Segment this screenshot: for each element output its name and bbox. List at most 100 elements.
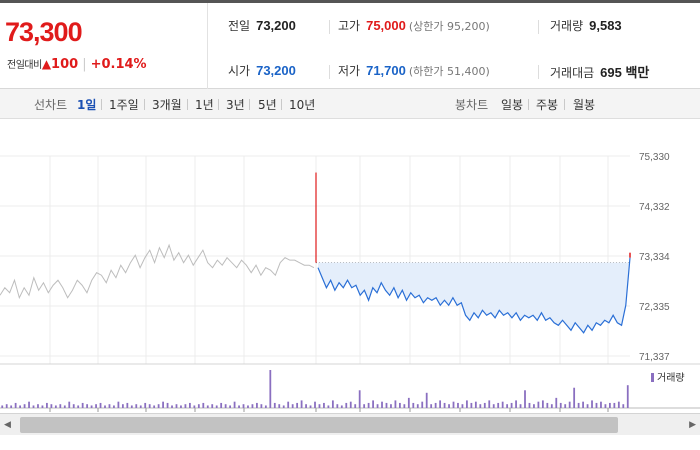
volume-bar xyxy=(99,402,102,408)
tab-3-years[interactable]: 3년 xyxy=(226,98,245,112)
volume-bar xyxy=(72,404,75,408)
y-tick-label: 74,332 xyxy=(639,202,670,213)
volume-bar xyxy=(358,390,361,408)
volume-bar xyxy=(264,405,267,408)
volume-bar xyxy=(501,401,504,408)
tab-divider xyxy=(528,99,529,110)
volume-bar xyxy=(28,401,30,408)
volume-bar xyxy=(220,402,223,408)
volume-bar xyxy=(291,404,294,408)
volume-bar xyxy=(126,402,129,408)
volume-bar xyxy=(273,402,276,408)
volume-bar xyxy=(238,405,240,408)
volume-bar xyxy=(577,402,580,408)
volume-bar xyxy=(68,401,71,408)
volume-bar xyxy=(340,405,343,408)
volume-bar xyxy=(470,402,473,408)
volume-bar xyxy=(327,405,330,408)
tab-5-years[interactable]: 5년 xyxy=(258,98,277,112)
volume-bar xyxy=(46,402,48,408)
volume-bar xyxy=(153,405,156,408)
volume-bar xyxy=(14,402,17,408)
volume-bar xyxy=(309,405,312,408)
volume-bar xyxy=(135,404,138,408)
volume-cell: 거래량 9,583 xyxy=(550,17,622,34)
price-box: 73,300 전일대비▲100 | +0.14% xyxy=(0,3,208,89)
volume-bar xyxy=(439,400,441,408)
volume-bar xyxy=(363,404,366,408)
volume-bar xyxy=(233,401,236,408)
volume-bar xyxy=(247,405,249,408)
tab-monthly-candle[interactable]: 월봉 xyxy=(573,98,596,112)
tab-weekly-candle[interactable]: 주봉 xyxy=(536,98,559,112)
upper-limit: (상한가 95,200) xyxy=(408,20,490,33)
volume-bar xyxy=(260,404,263,408)
volume-bar xyxy=(180,405,182,408)
volume-bar xyxy=(479,404,482,408)
volume-bar xyxy=(452,401,455,408)
volume-bar xyxy=(466,400,468,408)
volume-bar xyxy=(510,402,513,408)
volume-bar xyxy=(282,405,285,408)
volume-value: 9,583 xyxy=(589,18,622,33)
current-price: 73,300 xyxy=(5,17,83,47)
high-value: 75,000 xyxy=(366,18,406,33)
volume-bar xyxy=(50,404,53,408)
volume-bar xyxy=(492,404,495,408)
volume-bar xyxy=(537,401,540,408)
volume-bar xyxy=(144,402,147,408)
volume-bar xyxy=(586,404,589,408)
volume-bar xyxy=(354,404,357,408)
volume-bar xyxy=(202,402,205,408)
y-tick-label: 73,334 xyxy=(639,252,670,263)
volume-bar xyxy=(19,405,21,408)
volume-bar xyxy=(568,401,571,408)
volume-bar xyxy=(32,405,35,408)
volume-bar xyxy=(37,404,39,408)
tab-1-year[interactable]: 1년 xyxy=(195,98,214,112)
scroll-right-arrow-icon[interactable]: ▶ xyxy=(689,420,696,430)
tab-daily-candle[interactable]: 일봉 xyxy=(501,98,524,112)
trade-amount-label: 거래대금 xyxy=(550,66,595,80)
volume-bar xyxy=(533,404,535,408)
change-label: 전일대비 xyxy=(7,60,42,71)
volume-bar xyxy=(242,404,245,408)
chart-scrollbar[interactable]: ◀ ▶ xyxy=(0,413,700,435)
volume-label: 거래량 xyxy=(550,19,584,33)
volume-bar xyxy=(5,404,8,408)
volume-legend-swatch xyxy=(651,373,654,382)
tab-1-week[interactable]: 1주일 xyxy=(109,98,139,112)
volume-bar xyxy=(582,401,584,408)
volume-bar xyxy=(595,402,598,408)
volume-bar xyxy=(130,405,133,408)
volume-bar xyxy=(403,404,406,408)
volume-bar xyxy=(591,400,593,408)
price-chart[interactable]: 75,330 74,332 73,334 72,335 71,337 거래량 xyxy=(0,120,700,413)
tab-3-months[interactable]: 3개월 xyxy=(152,98,182,112)
scroll-thumb[interactable] xyxy=(20,417,618,433)
volume-bar xyxy=(90,405,93,408)
volume-bar xyxy=(113,405,115,408)
volume-bar xyxy=(461,404,464,408)
volume-bar xyxy=(394,400,397,408)
volume-bar xyxy=(506,404,509,408)
tab-10-years[interactable]: 10년 xyxy=(289,98,316,112)
line-chart-label: 선차트 xyxy=(34,98,68,112)
candle-chart-label: 봉차트 xyxy=(455,98,489,112)
volume-bar xyxy=(336,404,339,408)
volume-bar xyxy=(10,405,13,408)
open-cell: 시가 73,200 xyxy=(228,62,296,79)
tab-1-day[interactable]: 1일 xyxy=(77,98,97,112)
volume-bar xyxy=(600,401,602,408)
tab-divider xyxy=(218,99,219,110)
volume-bar xyxy=(323,402,325,408)
high-cell: 고가 75,000 (상한가 95,200) xyxy=(338,17,490,34)
volume-bar xyxy=(193,405,196,408)
scroll-left-arrow-icon[interactable]: ◀ xyxy=(4,420,11,430)
trade-amount-value: 695 백만 xyxy=(600,65,650,80)
volume-bar xyxy=(376,404,379,408)
volume-bar xyxy=(573,387,576,408)
volume-bar xyxy=(63,405,66,408)
y-tick-label: 75,330 xyxy=(639,152,670,163)
volume-bar xyxy=(559,402,562,408)
